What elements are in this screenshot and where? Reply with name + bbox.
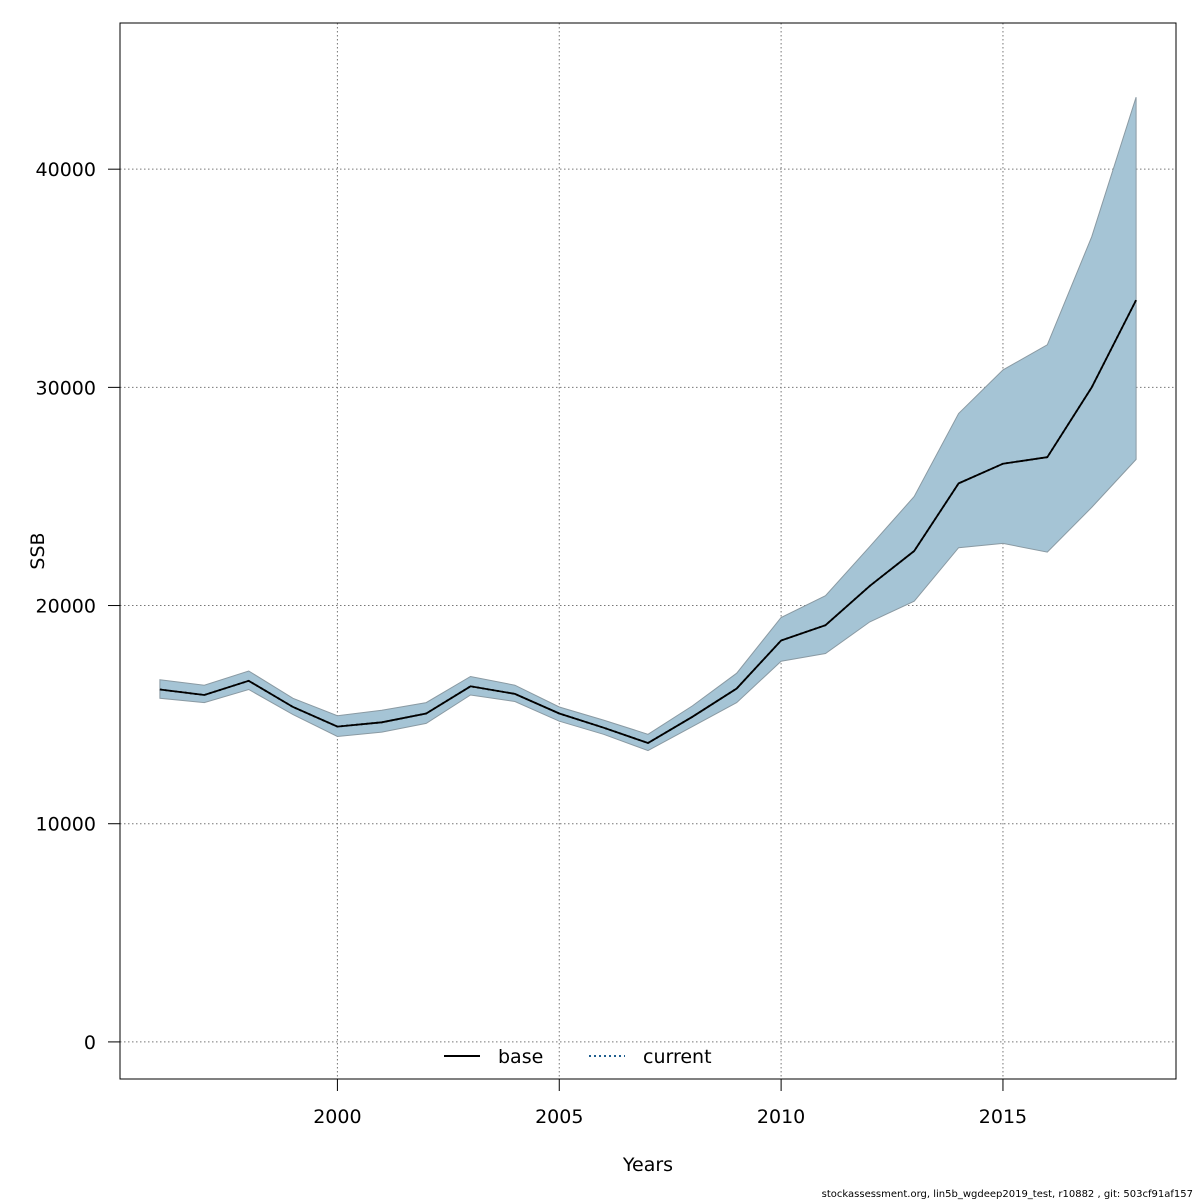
legend-label-current: current (643, 1046, 712, 1068)
y-axis: 0 10000 20000 30000 40000 (36, 159, 120, 1054)
x-axis: 2000 2005 2010 2015 (313, 1079, 1027, 1128)
confidence-band-layer (159, 97, 1137, 752)
x-tick-label: 2000 (313, 1106, 361, 1128)
legend-label-base: base (498, 1046, 543, 1068)
x-axis-title: Years (622, 1154, 673, 1176)
grid-lines (120, 23, 1176, 1079)
x-tick-label: 2005 (535, 1106, 583, 1128)
x-tick-label: 2015 (979, 1106, 1027, 1128)
y-axis-title: SSB (27, 532, 49, 569)
confidence-band (159, 97, 1137, 752)
y-tick-label: 40000 (36, 159, 96, 181)
x-tick-label: 2010 (757, 1106, 805, 1128)
y-tick-label: 30000 (36, 377, 96, 399)
plot-frame (119, 22, 1177, 1080)
y-tick-label: 10000 (36, 814, 96, 836)
series-line-base (159, 299, 1137, 744)
legend: base current (444, 1046, 712, 1068)
y-tick-label: 0 (84, 1032, 96, 1054)
footer-text: stockassessment.org, lin5b_wgdeep2019_te… (822, 1189, 1193, 1200)
series-lines-layer (159, 299, 1137, 744)
y-tick-label: 20000 (36, 596, 96, 618)
